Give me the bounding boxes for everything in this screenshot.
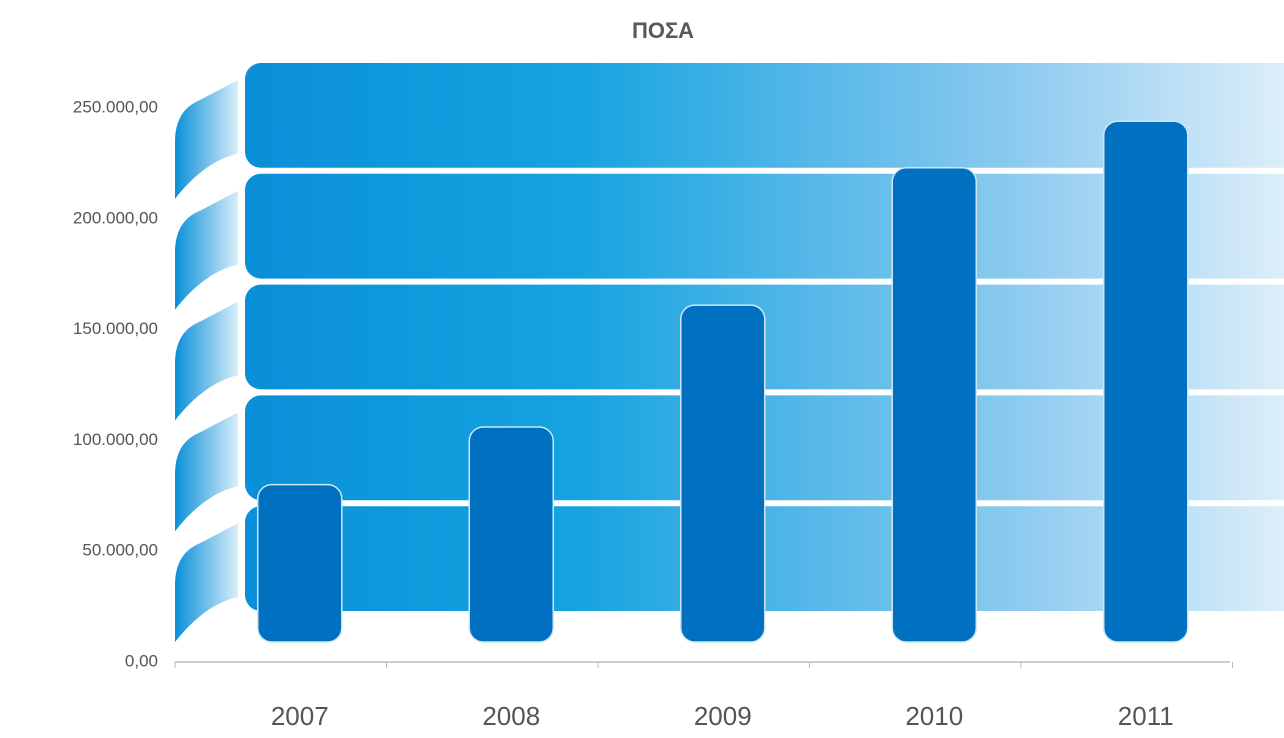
- x-tick-label: 2010: [905, 701, 963, 731]
- bar: [468, 426, 554, 643]
- x-tick-label: 2009: [694, 701, 752, 731]
- y-tick-label: 100.000,00: [73, 430, 158, 449]
- grid-line: [245, 173, 1284, 279]
- bar: [1103, 120, 1189, 643]
- chart-title: ΠΟΣΑ: [632, 18, 694, 43]
- y-tick-label: 150.000,00: [73, 319, 158, 338]
- y-tick-label: 0,00: [125, 651, 158, 670]
- side-wall: [175, 301, 238, 421]
- x-tick-label: 2007: [271, 701, 329, 731]
- back-wall: [175, 63, 1284, 642]
- side-wall: [175, 412, 238, 532]
- y-tick-label: 250.000,00: [73, 97, 158, 116]
- bar: [257, 483, 343, 643]
- side-wall: [175, 523, 238, 642]
- side-wall: [175, 190, 238, 310]
- side-wall: [175, 80, 238, 199]
- bar: [680, 304, 766, 643]
- bar: [891, 167, 977, 643]
- y-tick-label: 200.000,00: [73, 208, 158, 227]
- x-tick-label: 2011: [1118, 701, 1174, 731]
- grid-line: [245, 63, 1284, 168]
- x-tick-label: 2008: [482, 701, 540, 731]
- y-tick-label: 50.000,00: [82, 541, 158, 560]
